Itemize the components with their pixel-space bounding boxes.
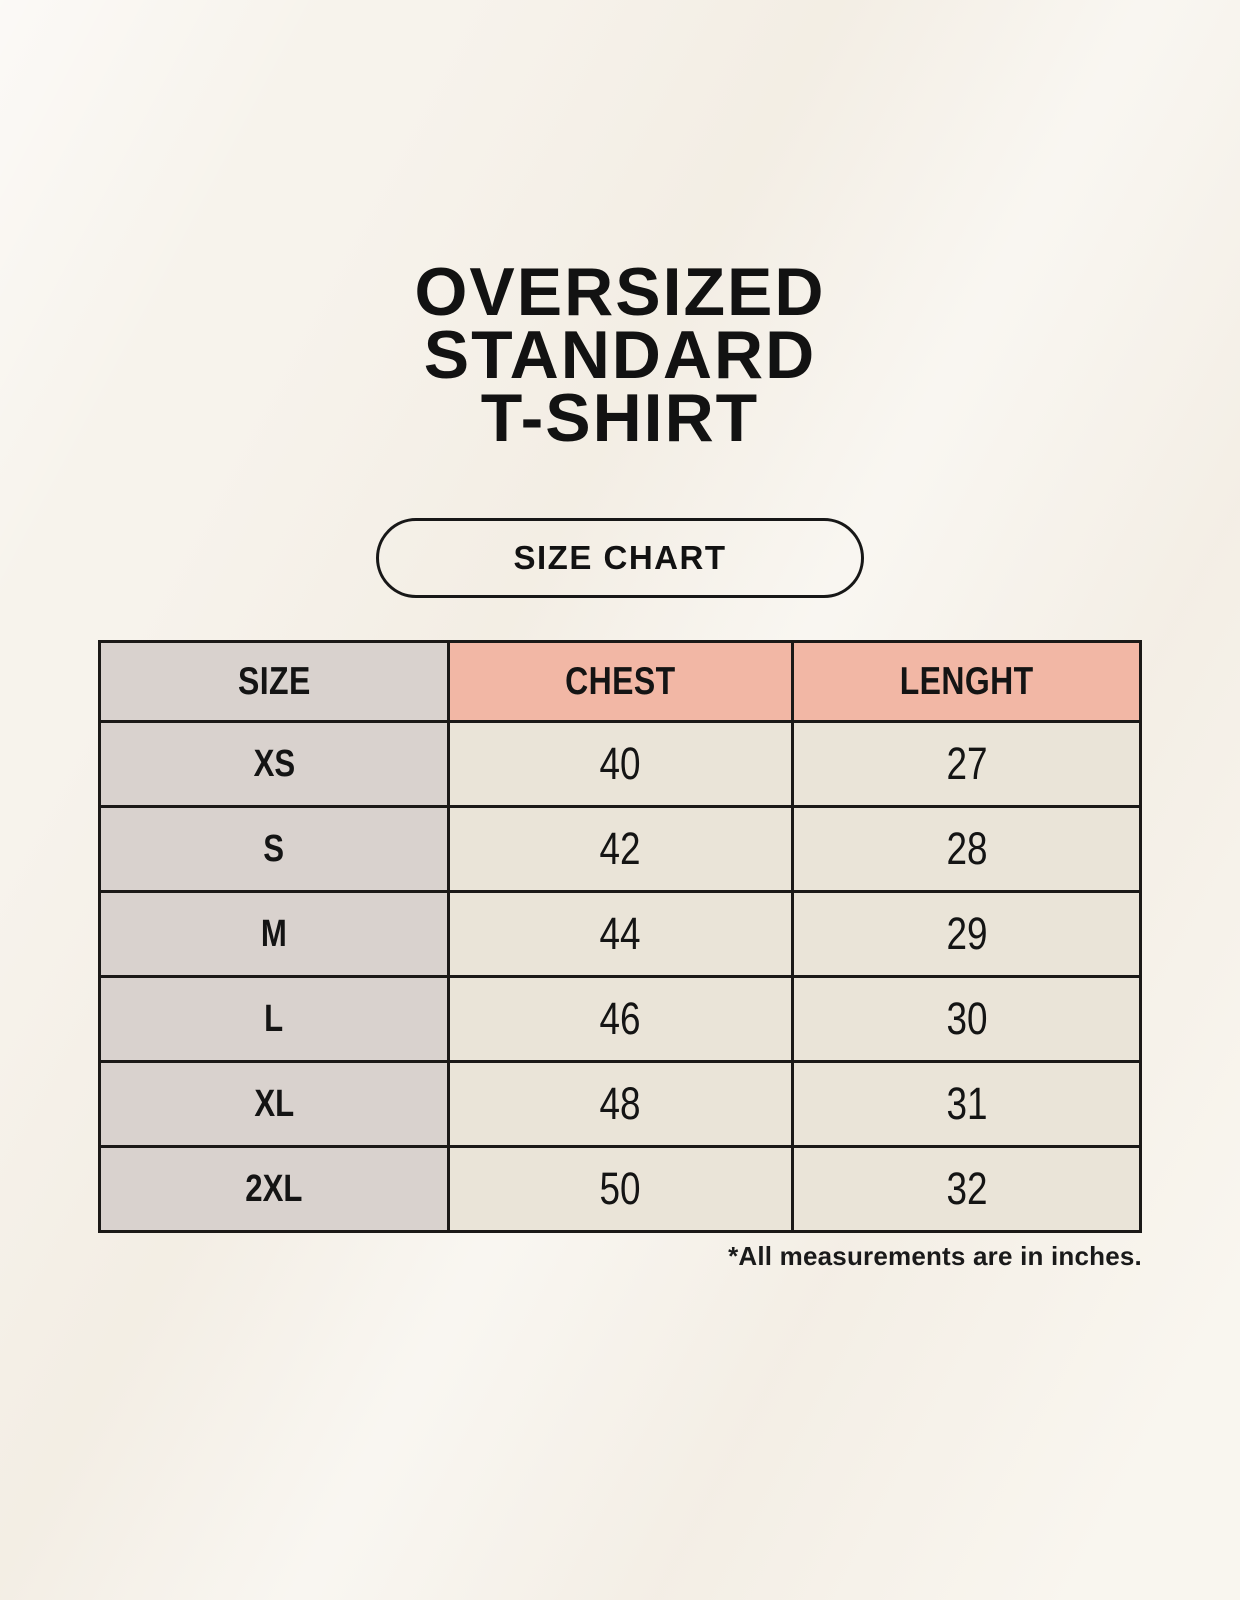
- chest-value-cell: 50: [446, 1145, 795, 1233]
- page-title-line-1: OVERSIZED: [414, 254, 826, 330]
- size-label-cell: S: [98, 805, 450, 893]
- size-chart-button[interactable]: SIZE CHART: [376, 518, 864, 598]
- table-row-l: L 46 30: [98, 975, 1142, 1063]
- column-header-chest-label: CHEST: [565, 659, 676, 703]
- size-chart-button-label: SIZE CHART: [513, 539, 727, 576]
- table-row-xs: XS 40 27: [98, 720, 1142, 808]
- length-value-cell: 28: [791, 805, 1142, 893]
- size-label: M: [260, 912, 287, 955]
- size-label: XL: [253, 1082, 294, 1125]
- size-label: XS: [253, 742, 295, 785]
- chest-value-cell: 44: [446, 890, 795, 978]
- length-value-cell: 27: [791, 720, 1142, 808]
- chest-value-cell: 42: [446, 805, 795, 893]
- page-title: OVERSIZED STANDARD T-SHIRT: [0, 0, 1240, 456]
- measurements-note: *All measurements are in inches.: [728, 1241, 1142, 1271]
- length-value-cell: 31: [791, 1060, 1142, 1148]
- size-label: S: [263, 827, 285, 870]
- chest-value: 44: [599, 908, 642, 959]
- column-header-length-label: LENGHT: [899, 659, 1034, 703]
- size-label-cell: 2XL: [98, 1145, 450, 1233]
- length-value-cell: 30: [791, 975, 1142, 1063]
- size-label-cell: XL: [98, 1060, 450, 1148]
- size-label: L: [264, 997, 284, 1040]
- table-row-2xl: 2XL 50 32: [98, 1145, 1142, 1233]
- table-row-s: S 42 28: [98, 805, 1142, 893]
- chest-value-cell: 48: [446, 1060, 795, 1148]
- size-label-cell: L: [98, 975, 450, 1063]
- size-label: 2XL: [245, 1167, 303, 1210]
- length-value-cell: 29: [791, 890, 1142, 978]
- length-value: 27: [946, 738, 988, 789]
- chest-value-cell: 40: [446, 720, 795, 808]
- table-row-xl: XL 48 31: [98, 1060, 1142, 1148]
- length-value-cell: 32: [791, 1145, 1142, 1233]
- size-table-container: SIZE CHEST LENGHT XS 40 27 S 42 28 M: [98, 640, 1142, 1233]
- chest-value: 50: [599, 1163, 642, 1214]
- size-label-cell: XS: [98, 720, 450, 808]
- page-title-line-3: T-SHIRT: [480, 380, 760, 456]
- size-table: SIZE CHEST LENGHT XS 40 27 S 42 28 M: [98, 640, 1142, 1233]
- chest-value-cell: 46: [446, 975, 795, 1063]
- chest-value: 46: [599, 993, 642, 1044]
- length-value: 31: [946, 1078, 988, 1129]
- chest-value: 48: [599, 1078, 642, 1129]
- page-title-line-2: STANDARD: [423, 317, 817, 393]
- column-header-size: SIZE: [98, 640, 450, 723]
- column-header-length: LENGHT: [791, 640, 1142, 723]
- length-value: 32: [946, 1163, 988, 1214]
- chest-value: 40: [599, 738, 642, 789]
- length-value: 29: [946, 908, 988, 959]
- table-row-m: M 44 29: [98, 890, 1142, 978]
- chest-value: 42: [599, 823, 642, 874]
- size-label-cell: M: [98, 890, 450, 978]
- column-header-chest: CHEST: [446, 640, 795, 723]
- column-header-size-label: SIZE: [237, 659, 311, 703]
- table-header-row: SIZE CHEST LENGHT: [98, 640, 1142, 723]
- length-value: 30: [946, 993, 988, 1044]
- length-value: 28: [946, 823, 988, 874]
